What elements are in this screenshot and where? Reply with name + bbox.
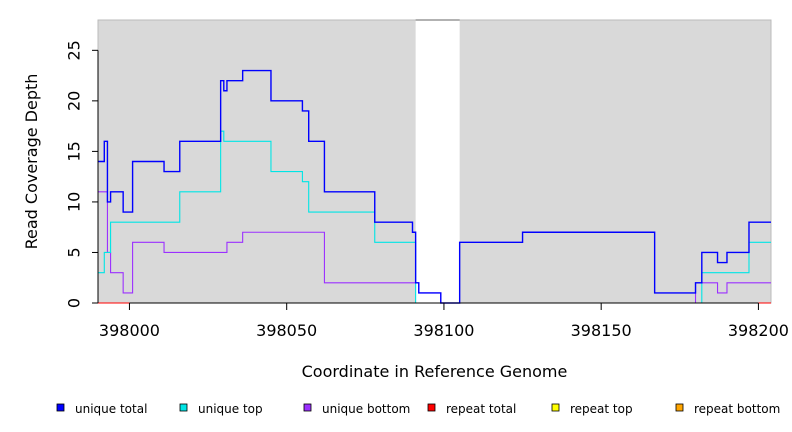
legend-swatch-repeat-top [551,403,560,412]
legend: unique total unique top unique bottom repea… [56,402,780,416]
x-tick-label: 398150 [571,321,632,340]
legend-swatch-unique-total [56,403,65,412]
x-tick-label: 398200 [728,321,789,340]
legend-label-unique-bottom: unique bottom [322,402,410,416]
axes-layer: 0 5 10 15 20 25 398000 398050 398100 398150 398200 [65,40,789,340]
x-tick-label: 398000 [99,321,160,340]
y-tick-label: 20 [65,91,84,111]
legend-label-unique-total: unique total [75,402,147,416]
plot-background [97,19,772,304]
y-axis-title: Read Coverage Depth [22,74,41,250]
legend-label-repeat-bottom: repeat bottom [694,402,780,416]
x-axis-title: Coordinate in Reference Genome [302,362,568,381]
legend-label-repeat-top: repeat top [570,402,633,416]
x-tick-label: 398100 [413,321,474,340]
y-tick-label: 15 [65,141,84,161]
y-tick-label: 25 [65,40,84,60]
y-tick-label: 10 [65,192,84,212]
y-tick-label: 0 [65,298,84,308]
gap-region [415,20,460,303]
x-tick-label: 398050 [256,321,317,340]
y-tick-label: 5 [65,247,84,257]
legend-swatch-repeat-bottom [675,403,684,412]
legend-swatch-unique-bottom [303,403,312,412]
legend-label-repeat-total: repeat total [446,402,516,416]
legend-swatch-repeat-total [427,403,436,412]
legend-label-unique-top: unique top [198,402,263,416]
series-line-unique-total [98,69,771,304]
legend-swatch-unique-top [179,403,188,412]
